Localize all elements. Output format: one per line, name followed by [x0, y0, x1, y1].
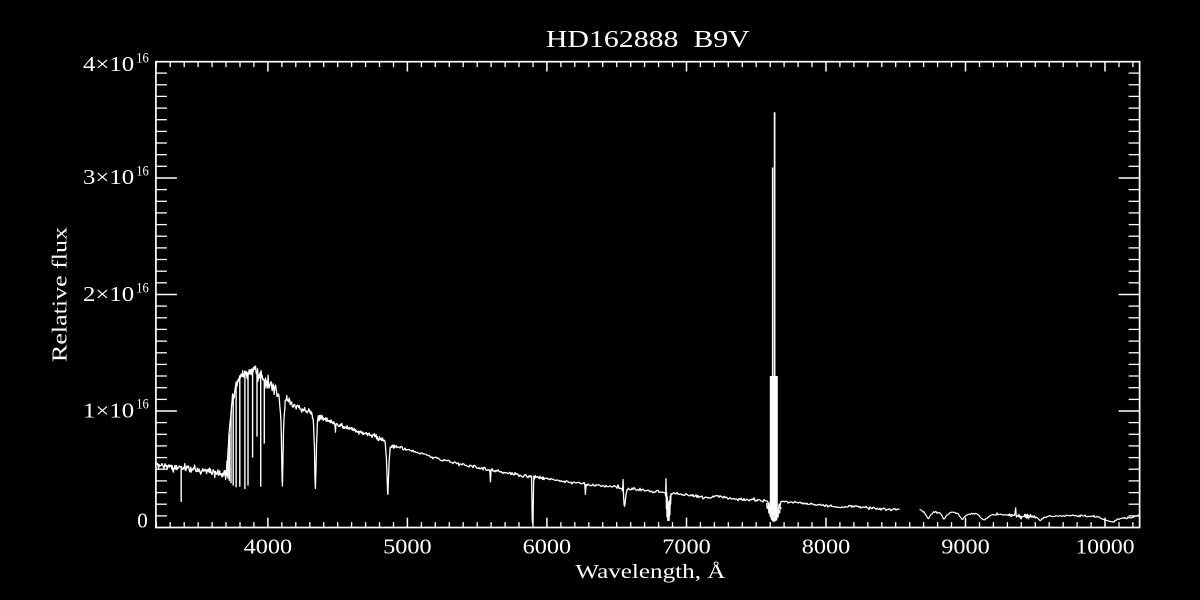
svg-text:4000: 4000	[244, 535, 293, 559]
svg-text:16: 16	[136, 164, 149, 180]
svg-text:Relative flux: Relative flux	[48, 226, 72, 362]
svg-text:16: 16	[136, 280, 149, 296]
svg-text:10000: 10000	[1076, 535, 1135, 559]
svg-text:6000: 6000	[523, 535, 572, 559]
svg-text:16: 16	[136, 397, 149, 413]
svg-text:1×10: 1×10	[83, 398, 134, 422]
svg-text:7000: 7000	[662, 535, 711, 559]
svg-text:16: 16	[136, 50, 149, 66]
svg-text:4×10: 4×10	[83, 52, 134, 76]
svg-text:8000: 8000	[802, 535, 851, 559]
svg-text:Wavelength, Å: Wavelength, Å	[575, 561, 726, 583]
svg-text:9000: 9000	[941, 535, 990, 559]
svg-text:5000: 5000	[383, 535, 432, 559]
svg-text:2×10: 2×10	[83, 282, 134, 306]
svg-text:0: 0	[137, 509, 148, 533]
svg-text:3×10: 3×10	[83, 165, 134, 189]
svg-text:HD162888 B9V: HD162888 B9V	[546, 27, 751, 53]
